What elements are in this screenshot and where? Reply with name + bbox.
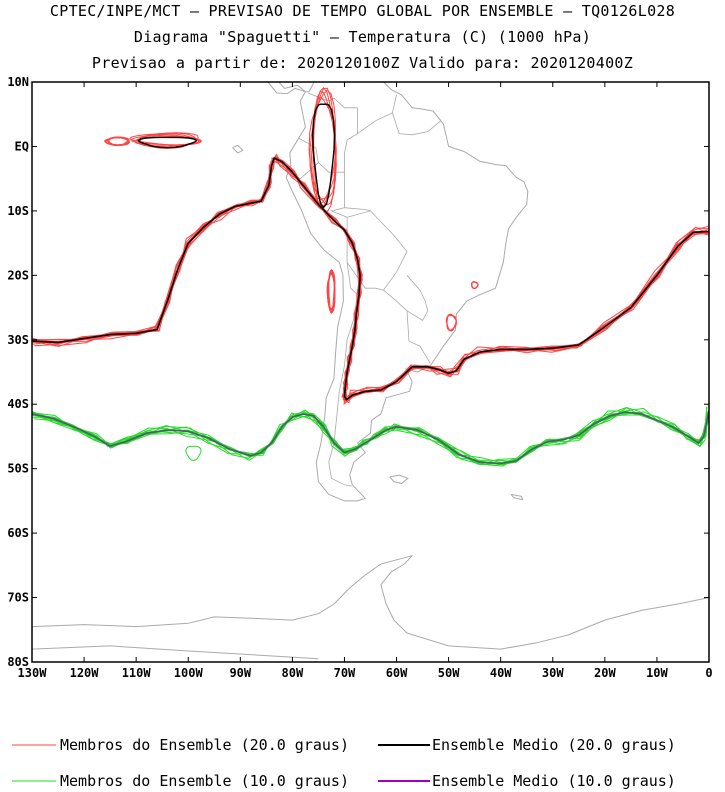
x-tick-label: 130W [18, 666, 48, 680]
y-tick-label: 80S [7, 655, 29, 669]
legend-members-10: Membros do Ensemble (10.0 graus) [60, 772, 349, 790]
ensemble-mean-20-closed-contour [137, 136, 198, 149]
ensemble-members-layer [32, 86, 709, 467]
y-tick-label: 60S [7, 526, 29, 540]
country-border [406, 310, 431, 364]
x-tick-label: 50W [438, 666, 460, 680]
falklands-coastline [389, 474, 409, 484]
member-20-closed-contour [103, 136, 130, 146]
antarctica-inner-coastline [32, 645, 319, 660]
member-20-closed-contour [309, 87, 337, 206]
legend: Membros do Ensemble (20.0 graus) Ensembl… [12, 736, 676, 790]
ensemble-member-20-line [34, 157, 709, 401]
ensemble-mean-20-closed-contour [311, 103, 336, 209]
legend-mean-20: Ensemble Medio (20.0 graus) [432, 736, 676, 754]
member-20-closed-contour [327, 268, 336, 310]
ensemble-member-20-line [32, 159, 708, 397]
country-border [286, 162, 348, 218]
x-tick-label: 70W [334, 666, 356, 680]
ensemble-mean-20-line [32, 156, 709, 401]
y-tick-label: 40S [7, 397, 29, 411]
ensemble-member-20-line [32, 156, 709, 404]
chart-title-line-3: Previsao a partir de: 2020120100Z Valido… [91, 54, 634, 72]
y-tick-label: 20S [7, 268, 29, 282]
y-tick-label: 10N [7, 75, 29, 89]
member-10-closed-contour [185, 445, 202, 462]
x-tick-label: 80W [282, 666, 304, 680]
legend-members-20: Membros do Ensemble (20.0 graus) [60, 736, 349, 754]
y-tick-label: 30S [7, 333, 29, 347]
x-tick-label: 110W [122, 666, 152, 680]
x-tick-label: 10W [646, 666, 668, 680]
country-border [357, 94, 397, 134]
y-tick-label: 10S [7, 204, 29, 218]
member-20-closed-contour [446, 313, 457, 331]
ensemble-member-20-line [32, 154, 709, 399]
caribbean-coastline [278, 82, 306, 93]
member-20-closed-contour [310, 86, 337, 200]
legend-mean-10: Ensemble Medio (10.0 graus) [432, 772, 676, 790]
x-tick-label: 20W [594, 666, 616, 680]
member-20-closed-contour [308, 89, 337, 213]
chart-title-line-2: Diagrama "Spaguetti" – Temperatura (C) (… [133, 28, 592, 46]
x-tick-label: 40W [490, 666, 512, 680]
south-georgia-coastline [510, 493, 524, 501]
country-border [289, 137, 319, 163]
country-border [392, 112, 442, 136]
x-tick-label: 120W [70, 666, 100, 680]
x-tick-label: 0 [705, 666, 712, 680]
country-border [344, 207, 371, 212]
country-border [346, 210, 408, 291]
x-tick-label: 30W [542, 666, 564, 680]
ensemble-member-20-line [32, 156, 709, 400]
ensemble-member-20-line [34, 157, 708, 402]
ensemble-member-20-line [32, 160, 709, 401]
country-border [383, 275, 429, 321]
member-20-closed-contour [326, 270, 336, 313]
x-tick-label: 60W [386, 666, 408, 680]
ensemble-member-20-line [33, 160, 709, 402]
central-america-coastline [267, 82, 306, 95]
x-tick-label: 100W [174, 666, 204, 680]
ensemble-member-20-line [32, 156, 709, 400]
y-tick-label: EQ [15, 139, 29, 153]
y-tick-label: 70S [7, 591, 29, 605]
y-axis-ticks: 10N EQ 10S 20S 30S 40S 50S 60S 70S 80S [7, 75, 709, 669]
coastline-layer [32, 82, 709, 660]
plot-frame [31, 81, 710, 663]
y-tick-label: 50S [7, 462, 29, 476]
member-20-closed-contour [471, 280, 479, 289]
south-america-coastline [285, 82, 529, 502]
ensemble-member-20-line [32, 153, 709, 403]
country-border [307, 92, 358, 173]
galapagos-coastline [232, 144, 244, 154]
ensemble-mean-10-line [32, 410, 709, 465]
ensemble-means-layer [32, 103, 709, 465]
x-tick-label: 90W [229, 666, 251, 680]
x-axis-ticks: 130W 120W 110W 100W 90W 80W 70W 60W 50W 40W 30W 20W… [18, 82, 713, 680]
antarctica-coastline [32, 555, 709, 650]
ensemble-member-20-line [33, 157, 707, 406]
member-20-closed-contour [446, 314, 457, 332]
chart-title-line-1: CPTEC/INPE/MCT – PREVISAO DE TEMPO GLOBA… [49, 2, 676, 20]
